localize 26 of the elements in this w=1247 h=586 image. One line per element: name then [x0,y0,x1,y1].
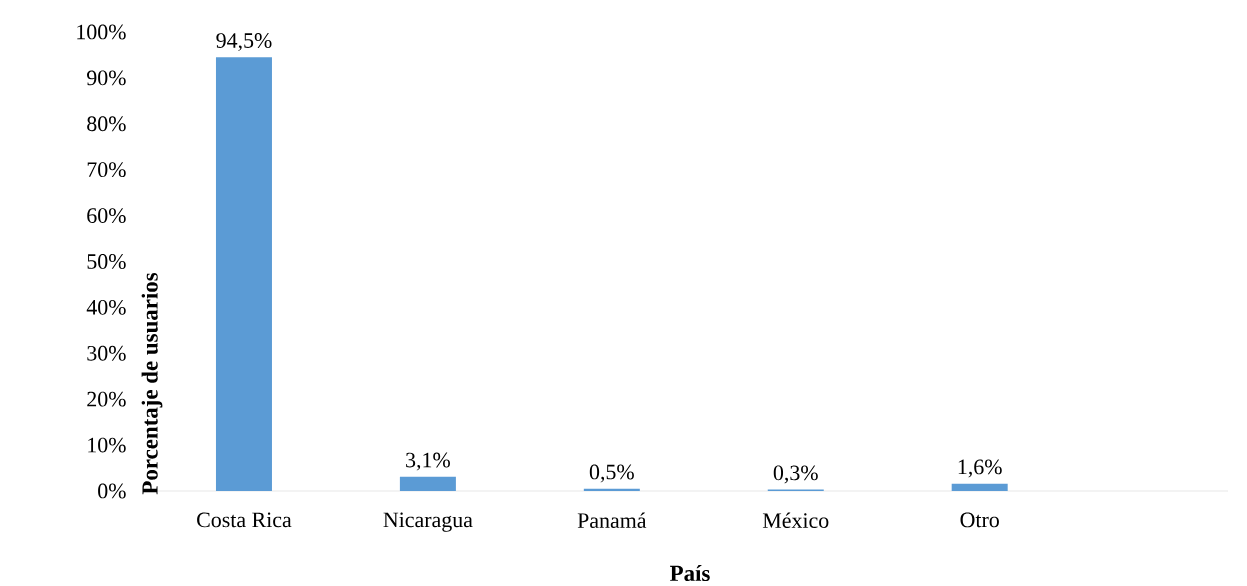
y-tick-label: 70% [87,162,126,178]
y-tick-label: 80% [87,116,126,132]
x-axis-title: País [670,564,710,582]
data-label: 0,5% [589,464,634,483]
y-tick-label: 20% [87,391,126,407]
y-tick-label: 60% [87,208,126,224]
y-tick-label: 90% [87,70,126,86]
data-label: 3,1% [406,452,450,471]
y-tick-label: 10% [88,437,126,453]
data-label: 0,3% [773,465,818,484]
x-tick-label: Costa Rica [197,512,292,528]
y-tick-label: 40% [86,299,126,315]
data-label: 94,5% [216,33,272,52]
data-label: 1,6% [958,459,1002,478]
y-tick-label: 0% [98,483,126,499]
bar [399,476,456,491]
y-tick-label: 50% [87,254,126,269]
bar [215,57,272,491]
y-tick-label: 30% [87,345,126,361]
x-tick-label: Panamá [577,512,647,528]
y-axis-title: Porcentaje de usuarios [141,272,163,495]
x-tick-label: México [762,512,829,528]
bar [951,483,1008,491]
x-tick-label: Otro [960,512,999,528]
y-tick-label: 100% [77,24,126,40]
x-tick-label: Nicaragua [383,512,473,532]
